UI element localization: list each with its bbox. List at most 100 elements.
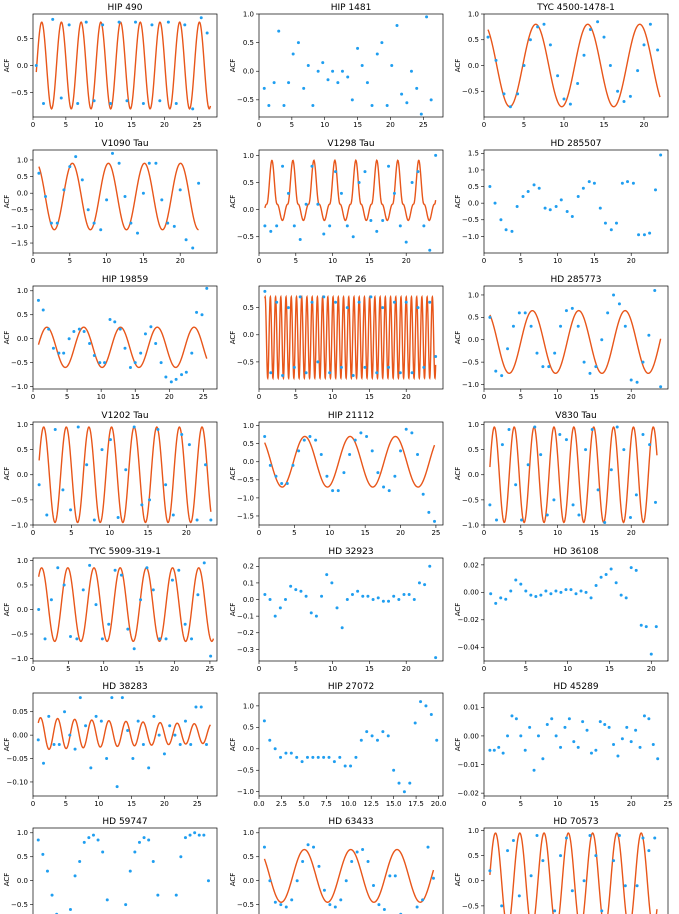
acf-point <box>92 353 96 357</box>
acf-point <box>522 64 526 67</box>
acf-point <box>125 99 129 103</box>
acf-point <box>68 733 72 737</box>
x-tick-label: 5 <box>519 393 523 401</box>
acf-point <box>172 224 176 228</box>
acf-point <box>428 300 432 304</box>
acf-point <box>311 104 315 108</box>
acf-point <box>558 433 562 437</box>
acf-point <box>552 498 556 502</box>
y-tick-label: 0.5 <box>243 179 254 187</box>
x-tick-label: 0 <box>257 393 261 401</box>
panel-frame <box>32 692 218 797</box>
acf-point <box>92 99 96 103</box>
acf-point <box>292 365 296 369</box>
x-tick-label: 15 <box>131 393 140 401</box>
acf-point <box>392 300 396 304</box>
x-tick-label: 5 <box>524 665 528 673</box>
acf-point <box>353 438 357 442</box>
fit-curve <box>487 23 661 108</box>
acf-point <box>653 500 657 504</box>
y-tick-label: −0.5 <box>11 630 28 638</box>
acf-point <box>263 593 267 597</box>
x-tick-label: 15 <box>127 800 136 808</box>
acf-point <box>488 869 492 873</box>
acf-point <box>286 191 290 195</box>
acf-point <box>634 728 638 732</box>
acf-point <box>615 425 619 429</box>
acf-point <box>304 371 308 375</box>
acf-point <box>631 181 635 185</box>
acf-point <box>659 385 663 389</box>
y-tick-label: 0.01 <box>463 704 479 712</box>
acf-point <box>199 705 203 709</box>
acf-point <box>298 237 302 241</box>
acf-point <box>408 781 412 785</box>
y-tick-label: 0.0 <box>468 877 479 885</box>
acf-point <box>154 161 158 165</box>
acf-point <box>345 598 349 602</box>
acf-panel: HD 32923 0 5 10 15 20 −0.3 −0.2 −0.1 0.0 0.1 0.2 ACF <box>229 547 444 673</box>
x-tick-label: 5 <box>292 529 296 537</box>
acf-point <box>559 854 563 858</box>
acf-point <box>375 229 379 233</box>
panel-frame <box>483 827 669 914</box>
acf-point <box>113 568 117 572</box>
acf-point <box>91 833 95 837</box>
acf-point <box>539 453 543 457</box>
acf-point <box>549 592 553 596</box>
x-tick-label: 10 <box>553 800 562 808</box>
acf-point <box>614 581 618 585</box>
acf-panel: HD 705730510152025−1.0−0.50.00.51.0ACFTi… <box>454 817 669 914</box>
acf-panel: TAP 26 0 5 10 15 20 −0.5 0.0 0.5 ACF <box>229 275 444 401</box>
acf-point <box>421 898 425 902</box>
acf-point <box>336 489 340 493</box>
acf-point <box>295 755 299 759</box>
x-tick-label: 5 <box>522 121 526 129</box>
x-tick-label: 7.5 <box>321 800 332 808</box>
acf-point <box>68 907 72 911</box>
y-tick-label: 1.0 <box>243 829 254 837</box>
acf-point <box>69 634 73 638</box>
acf-point <box>76 101 80 105</box>
acf-point <box>118 327 122 331</box>
acf-point <box>534 594 538 598</box>
x-tick-label: 15 <box>365 665 374 673</box>
acf-panel: HIP 27072 0.0 2.5 5.0 7.5 10.0 12.5 15.0 17.5 20.… <box>229 682 446 808</box>
y-axis-label: ACF <box>3 195 11 209</box>
y-tick-label: 0.00 <box>12 732 28 740</box>
acf-point <box>262 86 266 90</box>
acf-point <box>529 324 533 328</box>
x-tick-label: 25 <box>431 529 440 537</box>
acf-point <box>612 293 616 297</box>
acf-point <box>500 904 504 908</box>
acf-panel: HD 38283 0 5 10 15 20 25 −0.10 −0.05 0.00 0.05 ACF <box>3 682 218 808</box>
acf-point <box>516 92 520 96</box>
panel-title: V830 Tau <box>555 411 596 421</box>
acf-point <box>110 696 114 700</box>
panel-frame <box>483 13 669 118</box>
acf-point <box>206 879 210 883</box>
acf-point <box>521 195 525 199</box>
acf-point <box>589 596 593 600</box>
acf-point <box>328 903 332 907</box>
acf-point <box>570 306 574 310</box>
acf-point <box>263 289 267 293</box>
x-tick-label: 15 <box>361 529 370 537</box>
acf-point <box>550 717 554 721</box>
acf-point <box>385 104 389 108</box>
acf-point <box>209 654 213 658</box>
acf-point <box>277 29 281 33</box>
panel-frame <box>483 557 669 662</box>
acf-point <box>488 315 492 319</box>
acf-point <box>268 879 272 883</box>
x-tick-label: 5 <box>65 393 69 401</box>
y-tick-label: 0.0 <box>243 745 254 753</box>
acf-point <box>360 64 364 67</box>
panel-title: HD 38283 <box>102 682 147 692</box>
fit-curve <box>264 435 436 488</box>
acf-point <box>572 740 576 744</box>
y-axis-label: ACF <box>3 738 11 752</box>
x-tick-label: 20 <box>627 800 636 808</box>
x-tick-label: 20 <box>396 529 405 537</box>
acf-point <box>306 843 310 847</box>
